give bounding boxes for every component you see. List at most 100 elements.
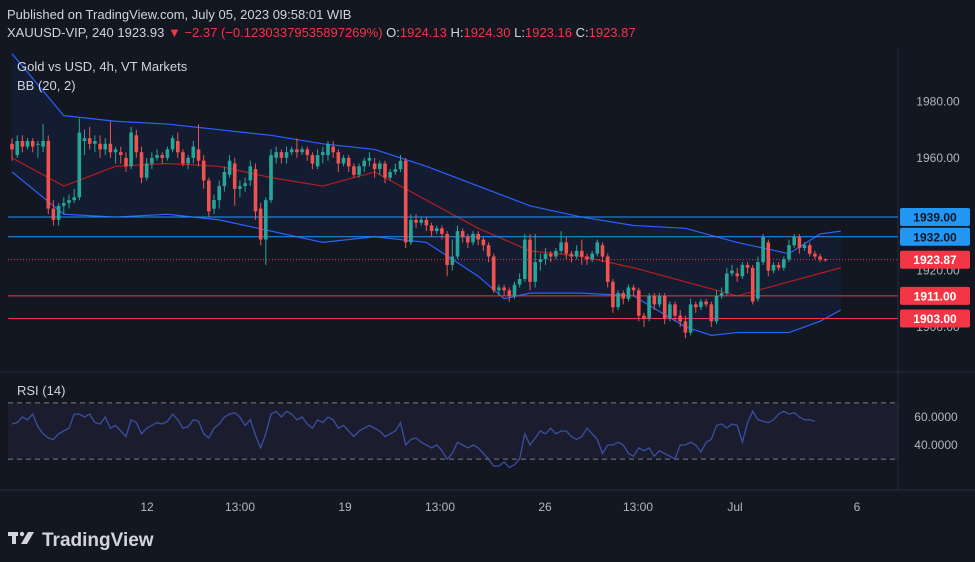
candle-body [134,135,139,153]
candle-body [67,200,71,203]
candle [186,155,190,170]
time-tick-label: 6 [854,500,861,514]
candle-body [642,315,646,319]
candle-body [222,172,227,187]
candle [424,217,429,232]
level-price-text: 1932.00 [913,230,957,244]
candle-body [295,149,299,153]
candle [232,157,237,206]
candle-body [528,239,532,282]
candle-body [414,219,418,223]
candle-body [574,250,579,257]
candle-body [704,301,708,305]
candle-body [688,304,693,333]
candle [605,253,610,288]
candle [393,163,398,175]
last-price-tag [900,250,970,269]
candle-body [491,256,496,291]
candle [455,225,460,260]
candle-body [450,256,455,265]
candle-body [170,138,175,150]
level-price-text: 1903.00 [913,312,957,326]
candle [657,293,662,308]
candle-body [486,245,491,257]
candle-body [626,287,631,299]
candle [207,177,211,218]
candle-body [305,149,310,155]
candle-body [714,295,719,322]
candle-body [41,141,45,147]
candle-body [279,152,284,158]
candle [321,146,325,164]
candle-body [709,304,714,322]
candle-body [512,284,517,296]
candle [274,146,278,164]
candle [352,163,356,178]
candle [585,253,589,265]
interval[interactable]: 240 [92,25,114,40]
candle [362,157,366,172]
time-tick-label: 19 [338,500,352,514]
candle-body [243,183,247,186]
candle-body [403,160,408,243]
candle [331,140,335,158]
candle-body [564,242,569,254]
candle [201,155,206,189]
candle-body [605,256,610,282]
candle-body [419,219,423,223]
candle-body [378,163,382,170]
candle [284,146,289,164]
candle-body [647,295,651,319]
high-value: 1924.30 [463,25,511,40]
bollinger-legend[interactable]: BB (20, 2) [17,78,76,93]
candle [730,264,734,277]
candle-body [264,200,268,240]
candle-body [440,228,444,234]
candle [36,140,40,158]
candle [481,236,486,251]
candle-body [559,242,563,251]
candle [403,157,408,249]
candle [704,298,708,308]
candle [222,166,227,192]
candle [119,146,123,164]
candle-body [424,219,429,226]
symbol-name[interactable]: XAUUSD-VIP [7,25,85,40]
candle-body [409,219,413,243]
rsi-legend[interactable]: RSI (14) [17,383,66,398]
candle [227,155,232,178]
candle [471,231,475,246]
candle [564,236,569,260]
candle-body [321,152,325,155]
candle-body [108,143,113,153]
candle-body [144,163,149,178]
candle [217,180,221,209]
candle-body [51,208,56,220]
candle [129,126,133,170]
candle-body [471,233,475,243]
candle-body [719,293,724,296]
candle-body [818,256,822,260]
candle-body [62,203,66,206]
candle [82,129,87,156]
candle-body [274,152,278,158]
candle [67,194,71,209]
candle [212,194,216,215]
candle [590,250,594,263]
candle-body [776,264,781,268]
candle-body [756,262,760,299]
candle-body [792,236,796,246]
candle [450,239,455,271]
candle [761,233,765,265]
candle-body [357,166,361,175]
rsi-tick-label: 40.0000 [914,438,958,452]
candle [678,310,682,327]
candle-body [129,132,133,167]
candle [533,233,537,288]
candle [315,149,320,170]
candle [289,146,294,156]
last-price-text: 1923.87 [913,253,957,267]
candle [378,160,382,175]
time-tick-label: 12 [140,500,154,514]
